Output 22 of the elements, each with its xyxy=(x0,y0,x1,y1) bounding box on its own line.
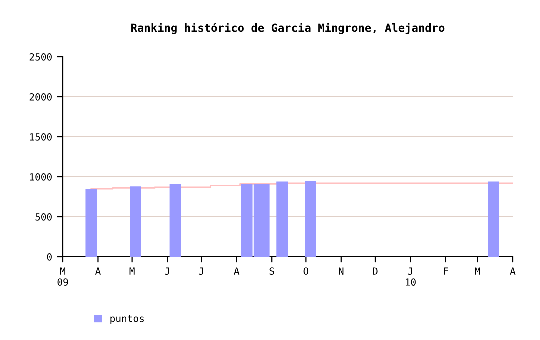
x-tick-label: N xyxy=(339,268,344,275)
x-tick-label: J xyxy=(199,268,204,275)
x-tick-label: M xyxy=(475,268,480,275)
chart-title: Ranking histórico de Garcia Mingrone, Alejandro xyxy=(132,22,445,34)
x-tick-label: M 09 xyxy=(58,268,68,286)
y-tick-label: 1000 xyxy=(30,174,52,181)
x-tick-label: M xyxy=(130,268,135,275)
y-tick-label: 2000 xyxy=(30,94,52,101)
y-tick-label: 500 xyxy=(36,214,52,221)
x-tick-label: D xyxy=(373,268,378,275)
x-tick-label: J 10 xyxy=(406,268,416,286)
y-tick-label: 0 xyxy=(47,254,52,261)
legend-label: puntos xyxy=(110,315,144,324)
y-tick-label: 1500 xyxy=(30,134,52,141)
x-tick-label: A xyxy=(510,268,516,275)
x-tick-label: A xyxy=(95,268,101,275)
x-tick-label: O xyxy=(304,268,309,275)
x-tick-label: S xyxy=(270,268,274,275)
x-tick-label: J xyxy=(165,268,170,275)
x-tick-label: F xyxy=(444,268,448,275)
x-tick-label: A xyxy=(234,268,240,275)
y-tick-label: 2500 xyxy=(30,54,52,61)
